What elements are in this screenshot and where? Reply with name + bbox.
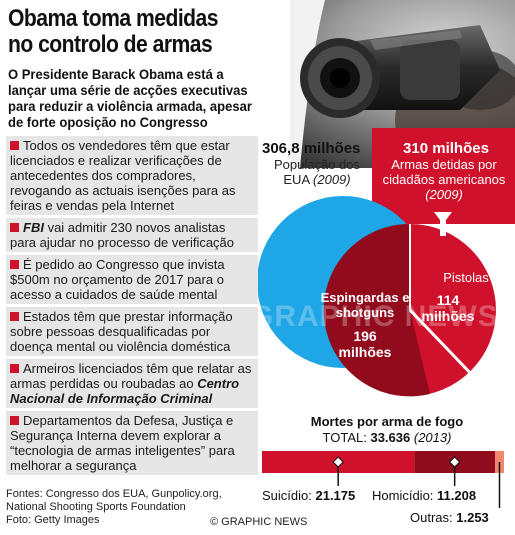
marker-diamond	[448, 456, 461, 468]
arms-year: (2009)	[425, 187, 463, 202]
measure-emphasis: FBI	[23, 220, 44, 235]
homicide-label: Homicídio: 11.208	[372, 488, 476, 503]
population-label-text: População dos EUA	[273, 157, 360, 187]
watermark: GRAPHIC NEWS	[250, 300, 499, 333]
headline-line-2: no controlo de armas	[8, 31, 213, 58]
revolver-photo	[230, 0, 515, 168]
measure-text: vai admitir 230 novos analistas para aju…	[10, 220, 235, 250]
measure-text: Estados têm que prestar informação sobre…	[10, 309, 233, 354]
arms-pointer	[434, 212, 452, 236]
other-label-text: Outras:	[410, 510, 457, 525]
bullet-square-icon	[10, 223, 19, 232]
suicide-value: 21.175	[315, 488, 356, 503]
copyright: © GRAPHIC NEWS	[210, 516, 308, 528]
arms-label: Armas detidas por cidadãos americanos (2…	[374, 157, 514, 202]
bullet-square-icon	[10, 312, 19, 321]
homicide-label-text: Homicídio:	[372, 488, 438, 503]
population-label: População dos EUA (2009)	[262, 157, 372, 187]
deaths-year: (2013)	[413, 430, 452, 445]
bullet-square-icon	[10, 364, 19, 373]
measure-text: Armeiros licenciados têm que relatar as …	[10, 361, 252, 391]
sources-text: Fontes: Congresso dos EUA, Gunpolicy.org…	[6, 488, 222, 513]
deaths-total: TOTAL: 33.636 (2013)	[262, 430, 512, 445]
arms-label-text: Armas detidas por cidadãos americanos	[382, 157, 506, 187]
measure-item: Armeiros licenciados têm que relatar as …	[6, 359, 258, 408]
measure-text: Departamentos da Defesa, Justiça e Segur…	[10, 413, 235, 473]
suicide-label: Suicídio: 21.175	[262, 488, 355, 503]
headline-line-1: Obama toma medidas	[8, 5, 219, 32]
measure-text: Todos os vendedores têm que estar licenc…	[10, 138, 236, 213]
deaths-chart-title: Mortes por arma de fogo	[310, 414, 464, 429]
photo-credit: Foto: Getty Images	[6, 514, 100, 526]
other-label: Outras: 1.253	[410, 510, 489, 525]
headline: Obama toma medidas no controlo de armas	[8, 6, 246, 58]
arms-label-panel	[372, 128, 515, 224]
intro-text: O Presidente Barack Obama está a lançar …	[8, 66, 252, 130]
measure-item: Todos os vendedores têm que estar licenc…	[6, 136, 258, 215]
pistols-label: Pistolas	[443, 270, 489, 285]
deaths-total-label: TOTAL:	[322, 430, 371, 445]
suicide-label-text: Suicídio:	[262, 488, 316, 503]
footer-sources: Fontes: Congresso dos EUA, Gunpolicy.org…	[6, 488, 256, 527]
measure-item: É pedido ao Congresso que invista $500m …	[6, 255, 258, 304]
population-value: 306,8 milhões	[262, 140, 361, 157]
rifles-label: Espingardas e shotguns	[320, 290, 410, 320]
marker-diamond	[332, 456, 344, 468]
split-line-2	[408, 308, 477, 380]
rifles-segment	[323, 223, 430, 397]
measures-list: Todos os vendedores têm que estar licenc…	[6, 136, 258, 478]
measure-item: FBI vai admitir 230 novos analistas para…	[6, 218, 258, 252]
bullet-square-icon	[10, 416, 19, 425]
population-year: (2009)	[313, 172, 351, 187]
measure-emphasis: Centro Nacional de Informação Criminal	[10, 376, 240, 406]
bullet-square-icon	[10, 260, 19, 269]
pistols-value: 114 milhões	[421, 292, 475, 324]
measure-item: Estados têm que prestar informação sobre…	[6, 307, 258, 356]
homicide-value: 11.208	[437, 488, 477, 503]
measure-item: Departamentos da Defesa, Justiça e Segur…	[6, 411, 258, 475]
other-value: 1.253	[456, 510, 489, 525]
rifles-value: 196 milhões	[338, 328, 392, 360]
measure-text: É pedido ao Congresso que invista $500m …	[10, 257, 225, 302]
bullet-square-icon	[10, 141, 19, 150]
arms-value: 310 milhões	[403, 140, 489, 157]
deaths-total-value: 33.636	[370, 430, 411, 445]
